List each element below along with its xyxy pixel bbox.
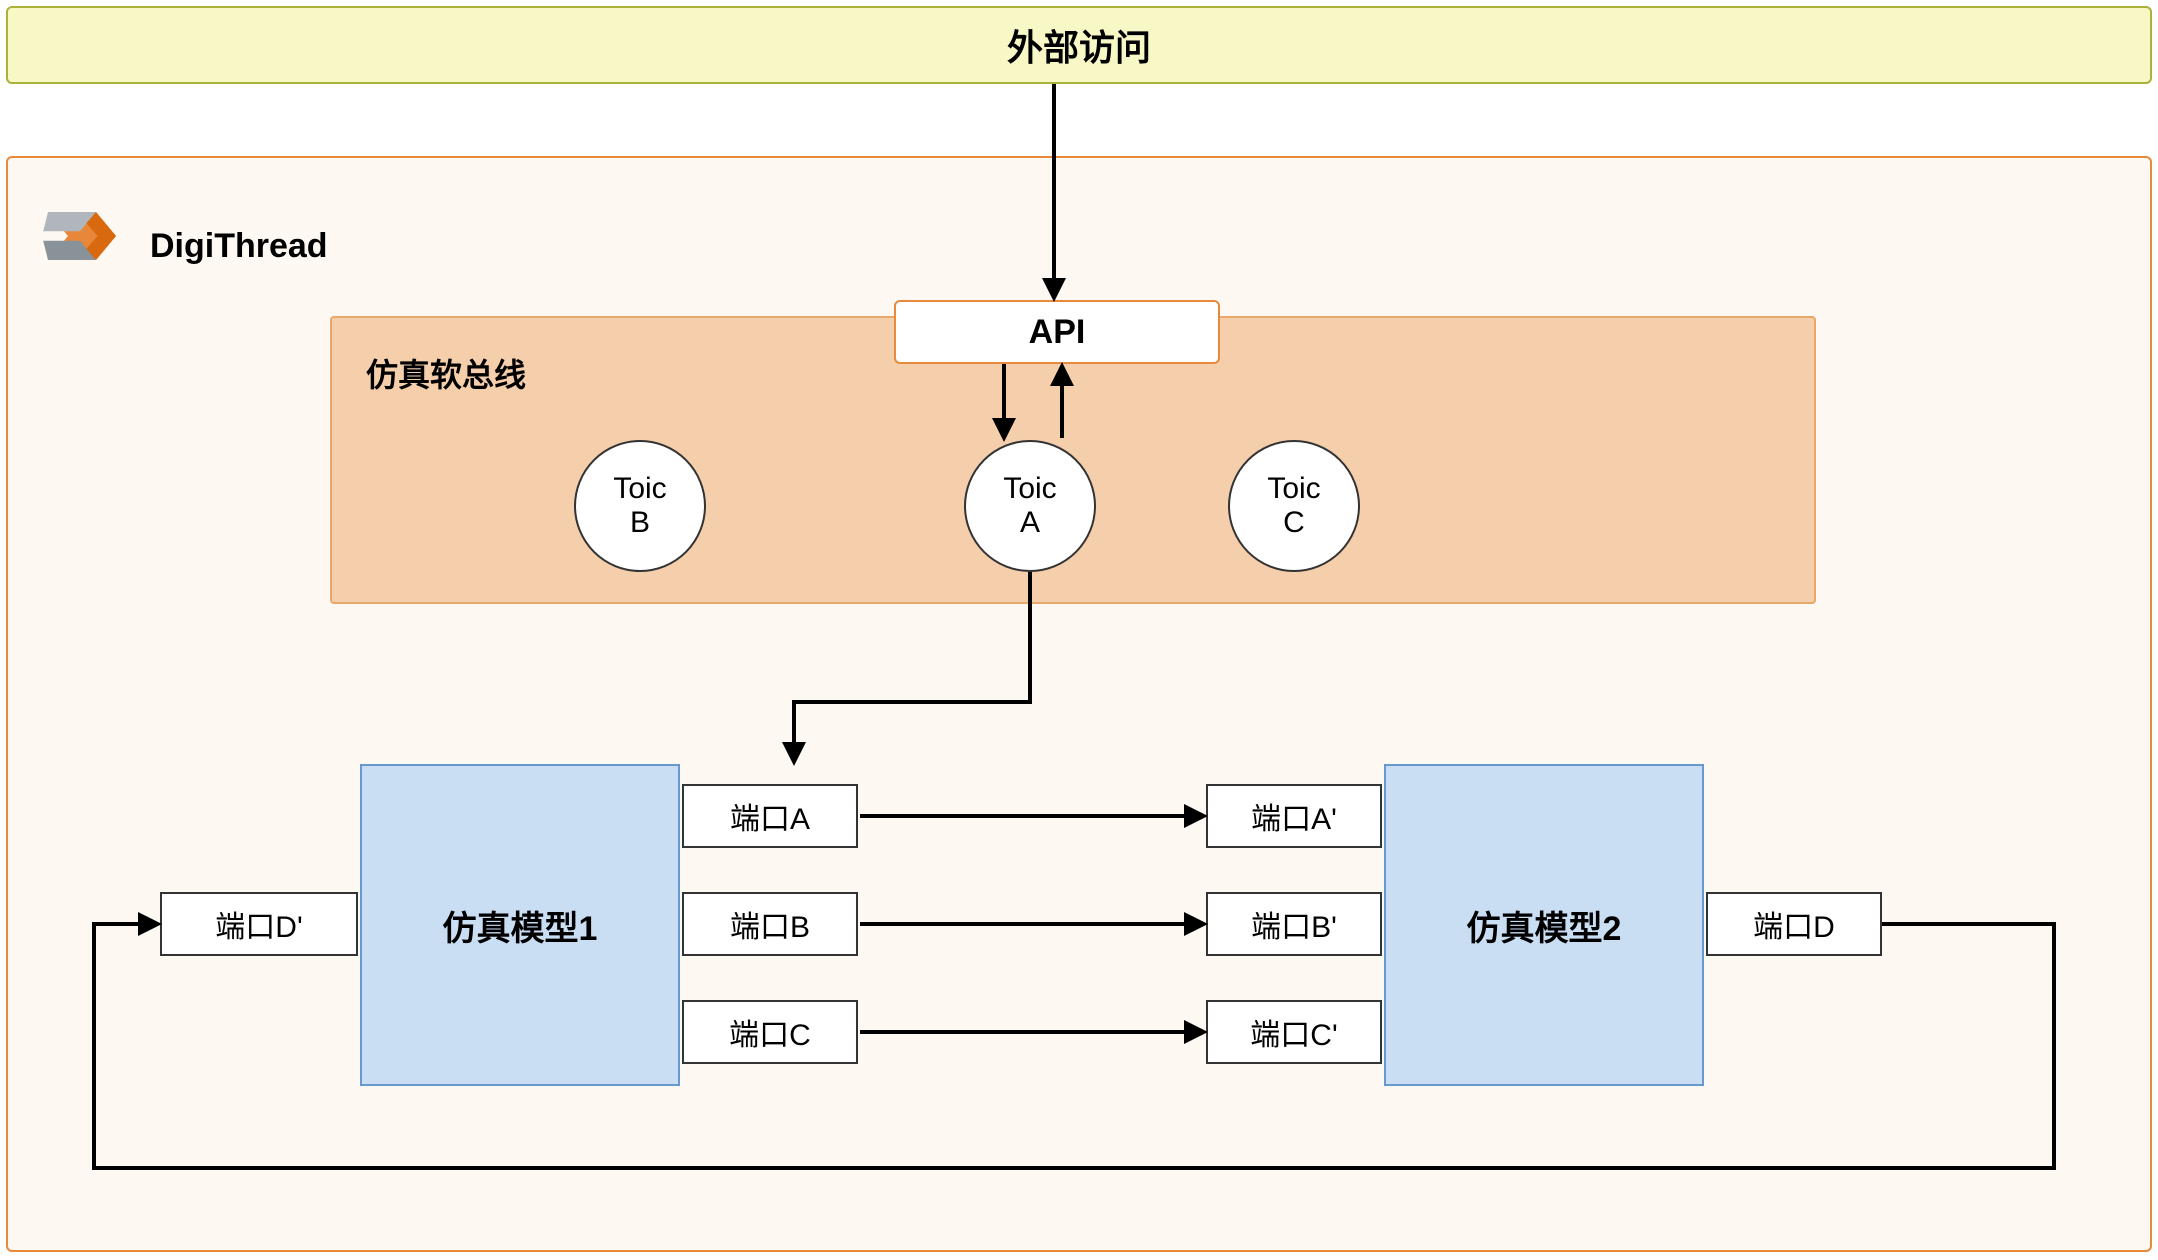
toic-a-label2: A — [1020, 506, 1040, 541]
port-d-label: 端口D — [1753, 902, 1835, 946]
port-b-label: 端口B — [730, 902, 810, 946]
toic-c-label2: C — [1283, 506, 1305, 541]
toic-a-label1: Toic — [1003, 472, 1056, 507]
port-b: 端口B — [682, 892, 858, 956]
simulation-bus-label: 仿真软总线 — [366, 350, 526, 396]
model2-label: 仿真模型2 — [1467, 901, 1622, 950]
port-c2: 端口C' — [1206, 1000, 1382, 1064]
external-access-label: 外部访问 — [1007, 19, 1151, 71]
toic-b: ToicB — [574, 440, 706, 572]
external-access-header: 外部访问 — [6, 6, 2152, 84]
port-a2: 端口A' — [1206, 784, 1382, 848]
port-c2-label: 端口C' — [1250, 1010, 1337, 1054]
port-d2: 端口D' — [160, 892, 358, 956]
simulation-model-2: 仿真模型2 — [1384, 764, 1704, 1086]
port-c-label: 端口C — [729, 1010, 811, 1054]
toic-c: ToicC — [1228, 440, 1360, 572]
port-a: 端口A — [682, 784, 858, 848]
toic-b-label1: Toic — [613, 472, 666, 507]
port-b2: 端口B' — [1206, 892, 1382, 956]
api-box: API — [894, 300, 1220, 364]
toic-a: ToicA — [964, 440, 1096, 572]
digithread-label: DigiThread — [150, 227, 328, 266]
port-d: 端口D — [1706, 892, 1882, 956]
digithread-logo-icon — [40, 196, 120, 276]
api-label: API — [1029, 313, 1086, 352]
port-b2-label: 端口B' — [1251, 902, 1337, 946]
toic-b-label2: B — [630, 506, 650, 541]
port-a-label: 端口A — [730, 794, 810, 838]
port-d2-label: 端口D' — [215, 902, 302, 946]
simulation-model-1: 仿真模型1 — [360, 764, 680, 1086]
port-c: 端口C — [682, 1000, 858, 1064]
toic-c-label1: Toic — [1267, 472, 1320, 507]
port-a2-label: 端口A' — [1251, 794, 1337, 838]
model1-label: 仿真模型1 — [443, 901, 598, 950]
